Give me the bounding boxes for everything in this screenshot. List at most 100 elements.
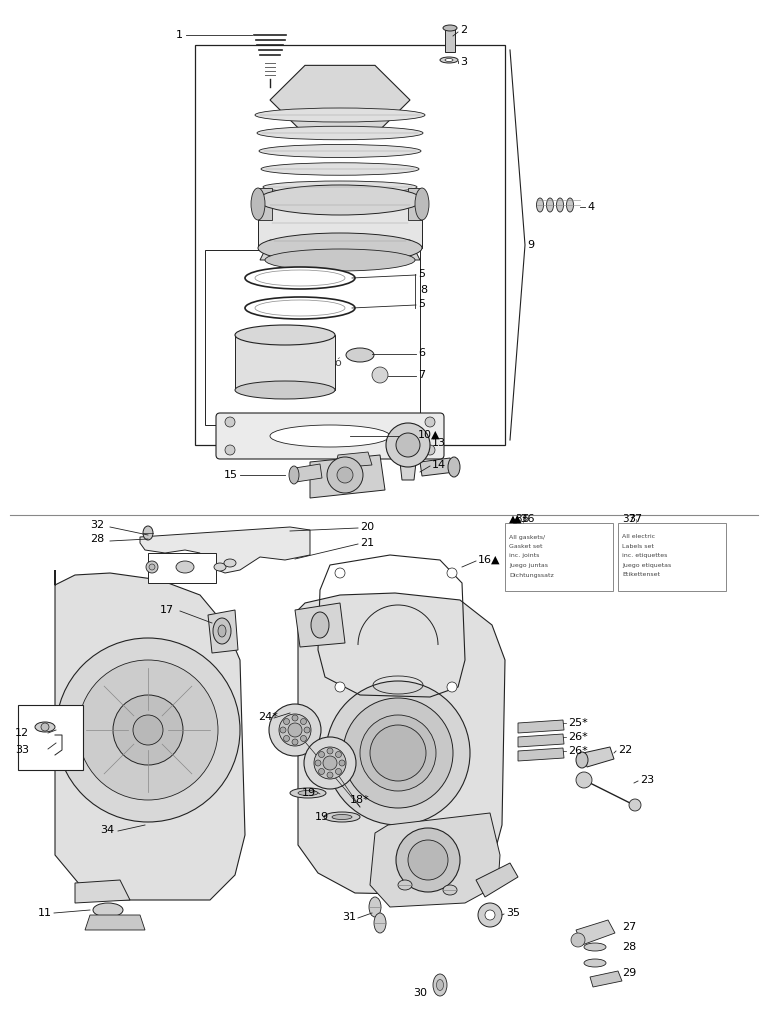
- Bar: [618, 523, 726, 591]
- Ellipse shape: [35, 722, 55, 732]
- Text: 29: 29: [622, 968, 636, 978]
- Ellipse shape: [537, 198, 544, 212]
- Ellipse shape: [258, 233, 422, 263]
- Circle shape: [447, 682, 457, 692]
- Ellipse shape: [235, 325, 335, 345]
- Circle shape: [408, 840, 448, 880]
- Polygon shape: [476, 863, 518, 897]
- Ellipse shape: [255, 300, 345, 316]
- Circle shape: [292, 739, 298, 745]
- Ellipse shape: [440, 57, 458, 63]
- Ellipse shape: [265, 249, 415, 271]
- Circle shape: [56, 638, 240, 822]
- Circle shape: [425, 445, 435, 455]
- Ellipse shape: [245, 267, 355, 289]
- Circle shape: [78, 660, 218, 800]
- Circle shape: [225, 417, 235, 427]
- Circle shape: [343, 698, 453, 808]
- Text: 25*: 25*: [568, 718, 588, 728]
- Text: 7: 7: [418, 370, 425, 380]
- Bar: [205, 250, 420, 425]
- Ellipse shape: [143, 526, 153, 540]
- Polygon shape: [258, 188, 272, 220]
- Text: 10▲: 10▲: [418, 430, 441, 440]
- Polygon shape: [590, 971, 622, 987]
- Text: 20: 20: [360, 522, 374, 532]
- Text: ▲36: ▲36: [513, 514, 535, 524]
- Ellipse shape: [584, 943, 606, 951]
- Text: 33: 33: [15, 745, 29, 755]
- Text: 16▲: 16▲: [478, 555, 501, 565]
- Ellipse shape: [584, 959, 606, 967]
- Text: 27: 27: [622, 922, 636, 932]
- Polygon shape: [140, 527, 310, 573]
- Polygon shape: [298, 593, 505, 895]
- Ellipse shape: [448, 457, 460, 477]
- FancyBboxPatch shape: [216, 413, 444, 459]
- Text: 5: 5: [418, 299, 425, 309]
- Circle shape: [304, 737, 356, 790]
- Circle shape: [279, 714, 311, 746]
- Text: 37: 37: [628, 514, 642, 524]
- Bar: [195, 45, 505, 445]
- Ellipse shape: [298, 791, 318, 796]
- Circle shape: [571, 933, 585, 947]
- Circle shape: [315, 760, 321, 766]
- Polygon shape: [295, 603, 345, 647]
- Polygon shape: [420, 458, 455, 476]
- Ellipse shape: [267, 217, 413, 228]
- Circle shape: [327, 457, 363, 493]
- Text: Juego juntas: Juego juntas: [509, 563, 548, 568]
- Ellipse shape: [332, 814, 352, 819]
- Text: 30: 30: [413, 988, 427, 998]
- Circle shape: [336, 752, 342, 758]
- Text: 28: 28: [90, 534, 104, 544]
- Text: 12: 12: [15, 728, 29, 738]
- Circle shape: [319, 752, 325, 758]
- Text: All electric: All electric: [622, 535, 655, 540]
- Text: 37: 37: [622, 514, 635, 524]
- Ellipse shape: [263, 181, 417, 193]
- Ellipse shape: [567, 198, 574, 212]
- Circle shape: [337, 467, 353, 483]
- Text: 34: 34: [100, 825, 114, 835]
- Polygon shape: [208, 610, 238, 653]
- Polygon shape: [370, 813, 500, 907]
- Circle shape: [396, 433, 420, 457]
- Circle shape: [225, 445, 235, 455]
- Ellipse shape: [255, 108, 425, 122]
- Ellipse shape: [557, 198, 564, 212]
- Polygon shape: [260, 240, 420, 260]
- Ellipse shape: [218, 625, 226, 637]
- Circle shape: [576, 772, 592, 788]
- Text: Juego etiquetas: Juego etiquetas: [622, 563, 671, 568]
- Polygon shape: [55, 570, 245, 900]
- Ellipse shape: [547, 198, 554, 212]
- Circle shape: [269, 705, 321, 756]
- Bar: [505, 523, 613, 591]
- Polygon shape: [235, 335, 335, 390]
- Text: 26*: 26*: [568, 732, 588, 742]
- Polygon shape: [398, 445, 418, 480]
- Ellipse shape: [576, 752, 588, 768]
- Text: inc. etiquettes: inc. etiquettes: [622, 554, 667, 558]
- Circle shape: [327, 772, 333, 778]
- Circle shape: [319, 768, 325, 774]
- Ellipse shape: [374, 913, 386, 933]
- Ellipse shape: [436, 980, 443, 990]
- Circle shape: [283, 719, 290, 725]
- Circle shape: [327, 748, 333, 754]
- Polygon shape: [445, 28, 455, 52]
- Text: 8: 8: [420, 285, 427, 295]
- Polygon shape: [518, 720, 564, 733]
- Circle shape: [335, 682, 345, 692]
- Text: 19: 19: [315, 812, 329, 822]
- Circle shape: [396, 828, 460, 892]
- Ellipse shape: [251, 188, 265, 220]
- Ellipse shape: [259, 144, 421, 158]
- Polygon shape: [408, 188, 422, 220]
- Ellipse shape: [443, 885, 457, 895]
- Text: 11: 11: [38, 908, 52, 918]
- Text: Gasket set: Gasket set: [509, 544, 542, 549]
- Circle shape: [360, 715, 436, 791]
